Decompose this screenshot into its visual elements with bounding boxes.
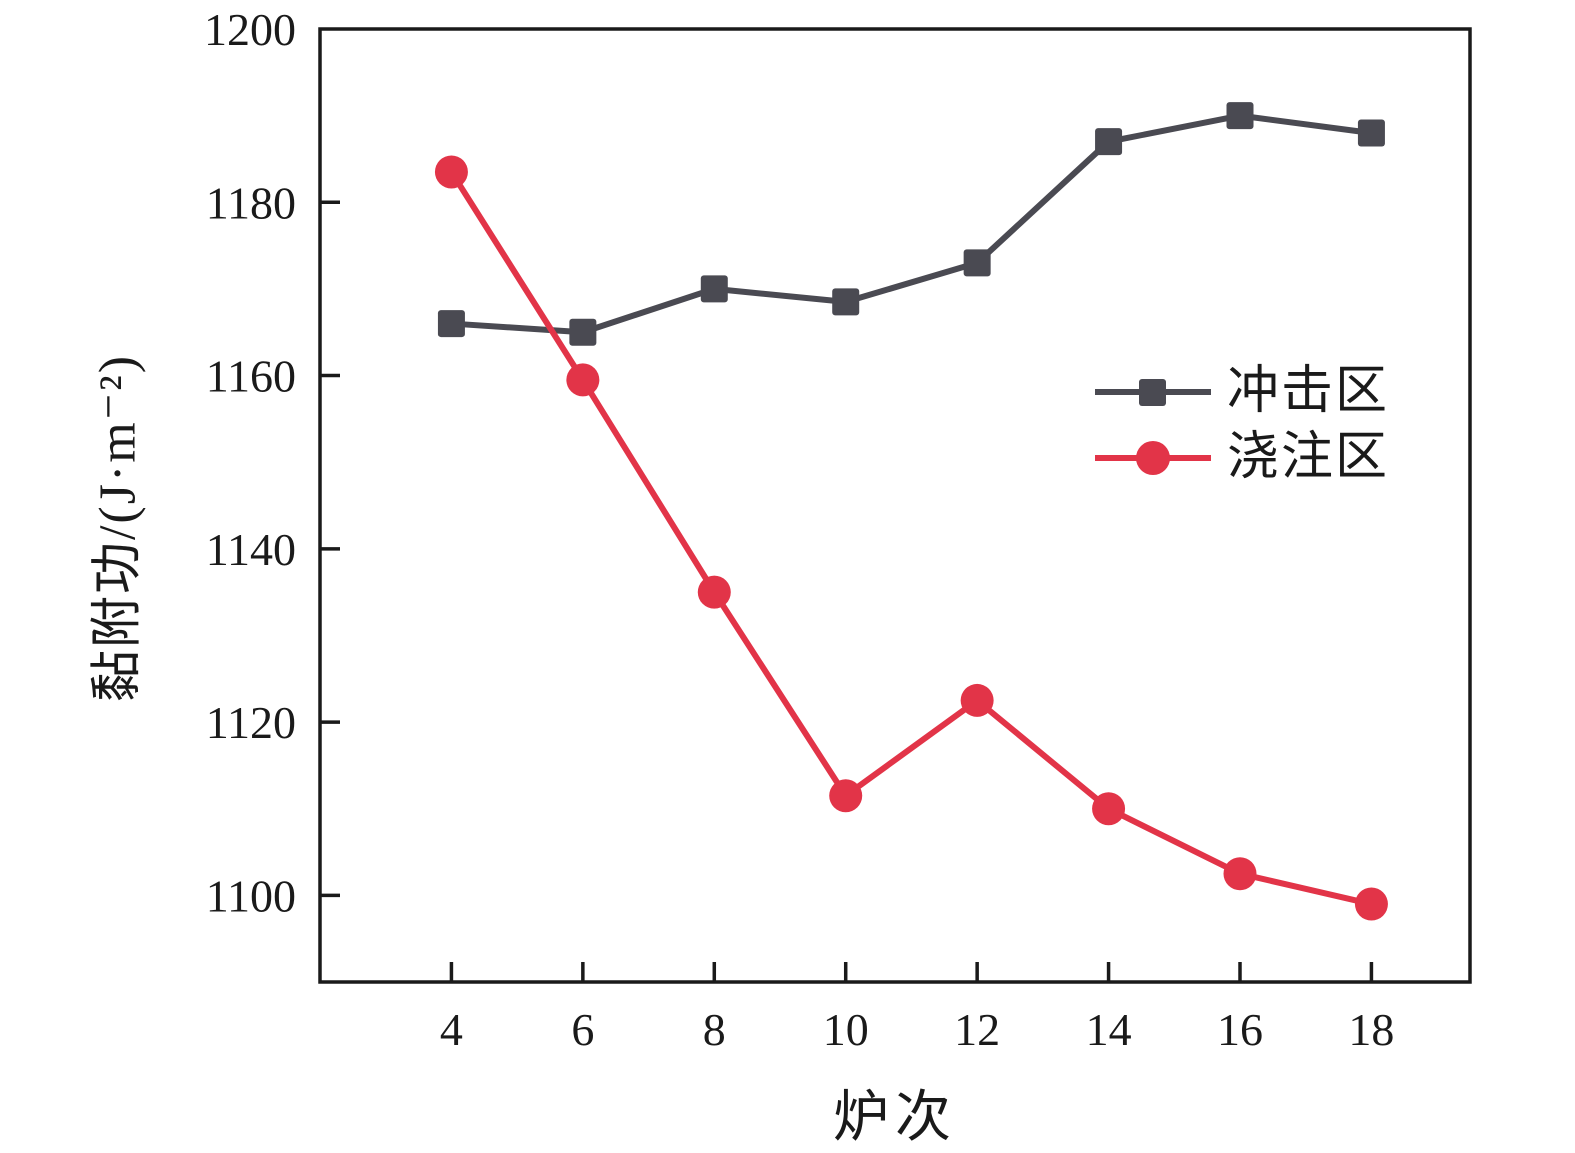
y-tick-label: 1160	[206, 351, 296, 402]
x-tick-label: 16	[1217, 1004, 1263, 1055]
y-axis-title: 黏附功/(J·m⁻²)	[89, 353, 147, 703]
data-point-pouring-zone	[566, 363, 600, 397]
x-tick-label: 8	[703, 1004, 726, 1055]
y-tick-label: 1180	[206, 177, 296, 228]
x-tick-label: 14	[1086, 1004, 1132, 1055]
series-line-impact-zone	[451, 112, 1372, 336]
data-point-impact-zone	[1226, 102, 1254, 130]
legend-marker-impact-zone-icon	[1095, 379, 1211, 406]
legend-item-pouring-zone: 浇注区	[1093, 432, 1389, 484]
data-point-impact-zone	[1357, 119, 1385, 147]
legend-label-pouring-zone: 浇注区	[1227, 429, 1390, 486]
data-point-impact-zone	[437, 310, 465, 338]
y-tick-label: 1100	[206, 870, 296, 921]
data-point-pouring-zone	[1223, 857, 1257, 891]
x-tick-label: 4	[440, 1004, 463, 1055]
data-point-pouring-zone	[697, 575, 731, 609]
legend-label-impact-zone: 冲击区	[1227, 363, 1390, 420]
x-tick-label: 18	[1348, 1004, 1394, 1055]
series-line-pouring-zone	[448, 170, 1373, 907]
x-axis-title: 炉次	[833, 1087, 957, 1149]
data-point-pouring-zone	[1354, 887, 1388, 921]
x-tick-label: 12	[954, 1004, 1000, 1055]
legend: 冲击区 浇注区	[1093, 366, 1389, 484]
x-tick-label: 10	[823, 1004, 869, 1055]
legend-marker-pouring-zone-icon	[1095, 441, 1211, 475]
legend-item-impact-zone: 冲击区	[1093, 366, 1389, 418]
data-point-impact-zone	[700, 275, 728, 303]
data-point-pouring-zone	[960, 683, 994, 717]
y-tick-label: 1140	[206, 524, 296, 575]
data-point-pouring-zone	[829, 779, 863, 813]
y-tick-label: 1200	[204, 4, 296, 55]
x-tick-label: 6	[571, 1004, 594, 1055]
data-point-impact-zone	[569, 318, 597, 346]
data-point-pouring-zone	[434, 155, 468, 189]
data-point-pouring-zone	[1092, 792, 1126, 826]
plot-frame	[318, 27, 1472, 984]
data-point-impact-zone	[1095, 128, 1123, 156]
data-point-impact-zone	[963, 249, 991, 277]
y-tick-label: 1120	[206, 697, 296, 748]
data-point-impact-zone	[832, 288, 860, 316]
